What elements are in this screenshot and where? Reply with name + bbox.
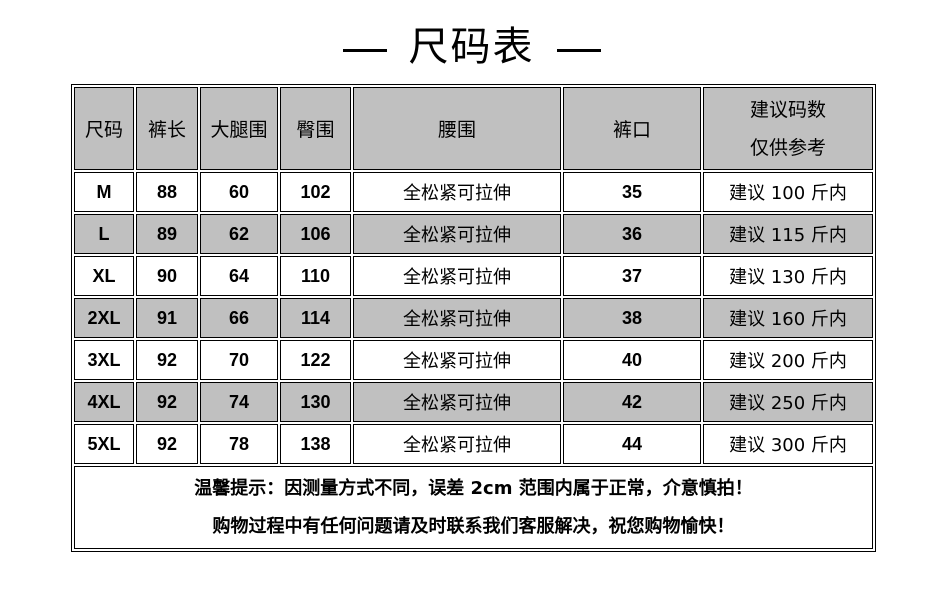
table-cell: M: [74, 172, 134, 212]
header-cell: 裤长: [136, 87, 198, 170]
table-cell: 全松紧可拉伸: [353, 424, 561, 464]
table-cell: 35: [563, 172, 701, 212]
table-cell: 106: [280, 214, 351, 254]
table-cell: 全松紧可拉伸: [353, 298, 561, 338]
header-cell: 腰围: [353, 87, 561, 170]
table-cell: 全松紧可拉伸: [353, 340, 561, 380]
header-cell: 尺码: [74, 87, 134, 170]
table-cell: 92: [136, 340, 198, 380]
table-cell: 36: [563, 214, 701, 254]
table-cell: 37: [563, 256, 701, 296]
table-cell: 78: [200, 424, 278, 464]
table-cell: 全松紧可拉伸: [353, 172, 561, 212]
note-text: 购物过程中有任何问题请及时联系我们客服解决，祝您购物愉快！: [212, 515, 735, 537]
title-dash-right: [556, 48, 601, 52]
header-cell: 裤口: [563, 87, 701, 170]
table-row: 5XL 92 78 138 全松紧可拉伸 44 建议 300 斤内: [74, 424, 873, 464]
table-cell: 110: [280, 256, 351, 296]
table-cell: 130: [280, 382, 351, 422]
table-cell: XL: [74, 256, 134, 296]
table-cell: 102: [280, 172, 351, 212]
table-cell: 建议 200 斤内: [703, 340, 873, 380]
table-cell: 38: [563, 298, 701, 338]
header-cell: 臀围: [280, 87, 351, 170]
table-cell: 122: [280, 340, 351, 380]
table-cell: 全松紧可拉伸: [353, 214, 561, 254]
table-row: 2XL 91 66 114 全松紧可拉伸 38 建议 160 斤内: [74, 298, 873, 338]
table-cell: 89: [136, 214, 198, 254]
table-row: XL 90 64 110 全松紧可拉伸 37 建议 130 斤内: [74, 256, 873, 296]
table-cell: 60: [200, 172, 278, 212]
table-cell: 70: [200, 340, 278, 380]
table-row: M 88 60 102 全松紧可拉伸 35 建议 100 斤内: [74, 172, 873, 212]
title-dash-left: [342, 48, 387, 52]
header-cell-recommend: 建议码数 仅供参考: [703, 87, 873, 170]
size-chart-table: 尺码 裤长 大腿围 臀围 腰围 裤口 建议码数 仅供参考 M 88 60 102 全松紧可…: [71, 84, 876, 552]
table-row: 4XL 92 74 130 全松紧可拉伸 42 建议 250 斤内: [74, 382, 873, 422]
table-cell: 建议 160 斤内: [703, 298, 873, 338]
table-cell: 建议 300 斤内: [703, 424, 873, 464]
table-cell: 64: [200, 256, 278, 296]
table-cell: 40: [563, 340, 701, 380]
table-cell: 建议 115 斤内: [703, 214, 873, 254]
table-cell: 5XL: [74, 424, 134, 464]
table-cell: 4XL: [74, 382, 134, 422]
note-text: 温馨提示：因测量方式不同，误差 2cm 范围内属于正常，介意慎拍！: [194, 477, 753, 499]
table-cell: 62: [200, 214, 278, 254]
table-cell: 44: [563, 424, 701, 464]
table-cell: 全松紧可拉伸: [353, 382, 561, 422]
table-cell: 2XL: [74, 298, 134, 338]
header-row: 尺码 裤长 大腿围 臀围 腰围 裤口 建议码数仅供参考: [74, 87, 873, 170]
header-line: 建议码数: [749, 98, 826, 121]
table-cell: 92: [136, 382, 198, 422]
notes-cell: 温馨提示：因测量方式不同，误差 2cm 范围内属于正常，介意慎拍！ 购物过程中有任…: [74, 466, 873, 549]
table-cell: 88: [136, 172, 198, 212]
table-cell: 全松紧可拉伸: [353, 256, 561, 296]
table-cell: 92: [136, 424, 198, 464]
table-cell: 66: [200, 298, 278, 338]
page-title: 尺码表: [0, 14, 943, 72]
title-text: 尺码表: [408, 24, 535, 70]
notes-row: 温馨提示：因测量方式不同，误差 2cm 范围内属于正常，介意慎拍！ 购物过程中有任…: [74, 466, 873, 549]
header-cell: 大腿围: [200, 87, 278, 170]
table-cell: 建议 130 斤内: [703, 256, 873, 296]
table-cell: L: [74, 214, 134, 254]
table-cell: 91: [136, 298, 198, 338]
table-cell: 138: [280, 424, 351, 464]
table-cell: 3XL: [74, 340, 134, 380]
table-cell: 114: [280, 298, 351, 338]
table-cell: 建议 250 斤内: [703, 382, 873, 422]
header-line: 仅供参考: [749, 136, 826, 159]
table-row: L 89 62 106 全松紧可拉伸 36 建议 115 斤内: [74, 214, 873, 254]
table-cell: 42: [563, 382, 701, 422]
table-row: 3XL 92 70 122 全松紧可拉伸 40 建议 200 斤内: [74, 340, 873, 380]
table-cell: 74: [200, 382, 278, 422]
table-cell: 90: [136, 256, 198, 296]
table-cell: 建议 100 斤内: [703, 172, 873, 212]
